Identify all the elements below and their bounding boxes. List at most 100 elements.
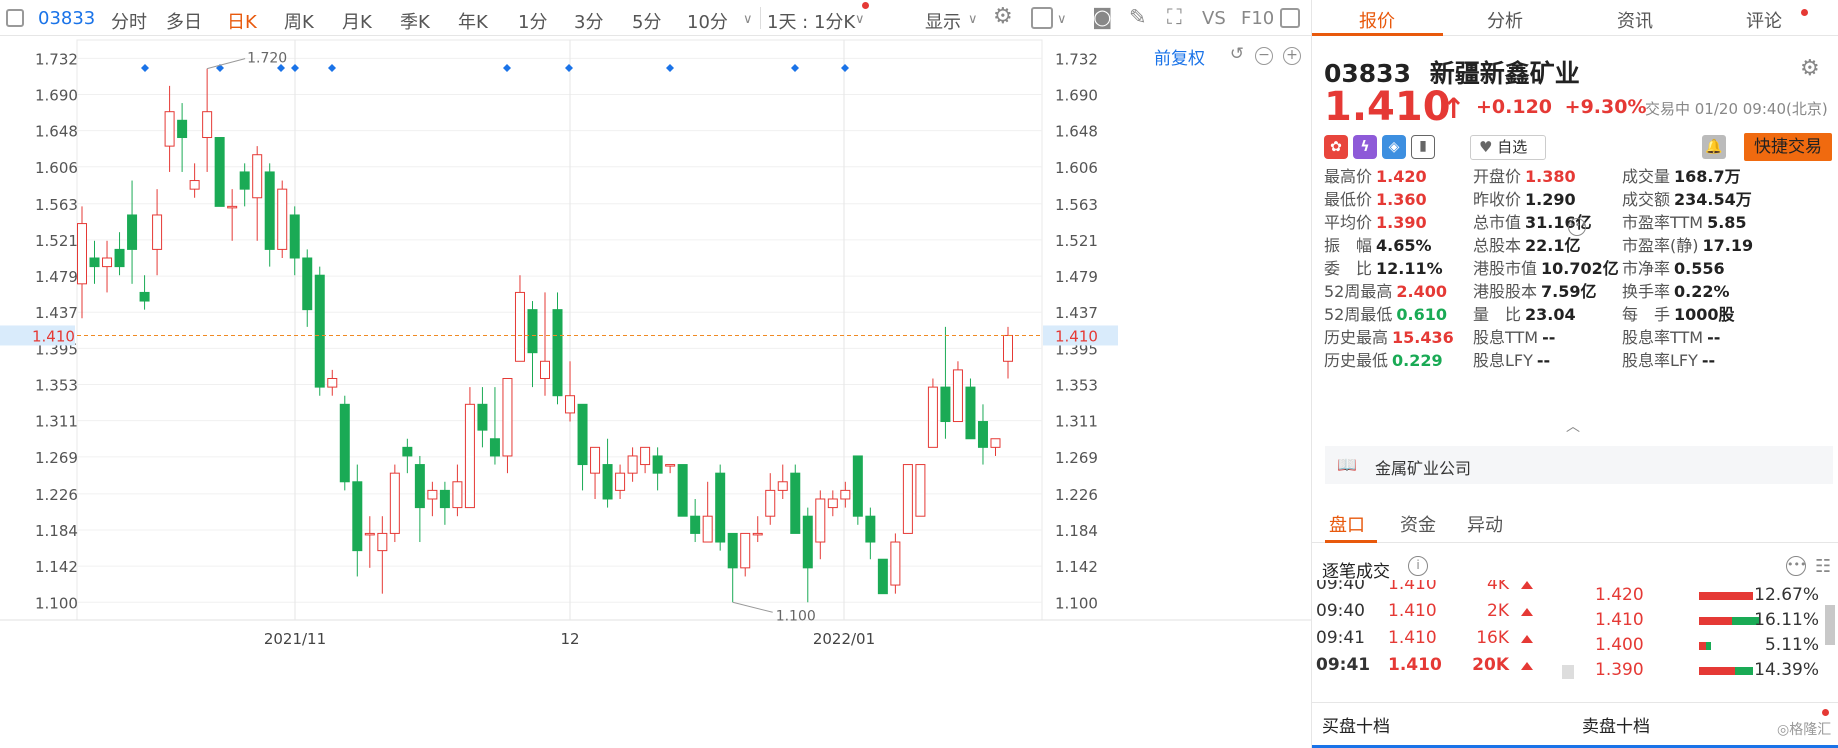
pencil-icon[interactable]: ✎ (1129, 5, 1147, 29)
interval-chevron-icon[interactable]: ∨ (855, 12, 865, 27)
quote-settings-gear-icon[interactable]: ⚙ (1800, 56, 1820, 81)
chart-grid (0, 39, 1311, 621)
tab-orderbook[interactable]: 盘口 (1329, 515, 1365, 536)
candle-body (565, 395, 576, 414)
tab-fundflow[interactable]: 资金 (1400, 515, 1436, 536)
tag-icon[interactable]: ◈ (1382, 135, 1406, 159)
info-icon[interactable]: i (1408, 556, 1428, 576)
display-chevron-icon[interactable]: ∨ (968, 12, 978, 27)
compare-vs-button[interactable]: VS (1202, 8, 1226, 29)
candle-body (252, 154, 263, 199)
fullscreen-icon[interactable]: ⛶ (1167, 5, 1182, 29)
event-marker-diamond-icon[interactable] (841, 64, 849, 72)
f10-button[interactable]: F10 (1241, 8, 1275, 29)
stat-value: -- (1701, 351, 1716, 370)
tab-news[interactable]: 资讯 (1617, 11, 1653, 32)
period-tab-5min[interactable]: 5分 (632, 12, 662, 33)
candle-body (852, 455, 863, 517)
candle (590, 446, 601, 499)
stat-label: 股息率LFY (1622, 351, 1698, 370)
period-tab-3min[interactable]: 3分 (574, 12, 604, 33)
candle-body (402, 446, 413, 457)
candle-body (952, 369, 963, 423)
period-tab-1min[interactable]: 1分 (518, 12, 548, 33)
chart-style-square-icon[interactable] (1031, 7, 1053, 29)
reset-icon[interactable]: ↺ (1229, 44, 1245, 64)
candle-body (990, 438, 1001, 448)
stock-code-tab[interactable]: 03833 (38, 8, 96, 29)
tab-comments[interactable]: 评论 (1746, 11, 1782, 32)
interval-select[interactable]: 1天 : 1分K (767, 12, 856, 33)
stat-label: 股息率TTM (1622, 328, 1704, 347)
period-tab-10min[interactable]: 10分 (687, 12, 728, 33)
distribution-scrollbar[interactable] (1825, 605, 1835, 645)
grid-view-icon[interactable]: ☷ (1815, 556, 1832, 577)
candle (552, 292, 563, 405)
tick-scrollbar[interactable] (1562, 665, 1574, 679)
sidebar-toggle-icon[interactable] (6, 9, 24, 27)
candlestick-chart[interactable]: 1.732 1.690 1.648 1.606 1.563 1.521 1.479 1.437… (0, 37, 1311, 748)
panel-toggle-icon[interactable] (1280, 8, 1300, 28)
tick-volume: 16K (1476, 628, 1509, 648)
stat-label: 总股本 (1473, 236, 1522, 255)
y-tick-label: 1.648 (1055, 123, 1098, 141)
market-cap-more-icon[interactable]: ••• (1568, 218, 1587, 236)
period-tab-daily[interactable]: 日K (227, 12, 257, 33)
period-dropdown-chevron-icon[interactable]: ∨ (743, 12, 753, 27)
period-tab-monthly[interactable]: 月K (342, 12, 372, 33)
period-tab-quarterly[interactable]: 季K (400, 12, 430, 33)
event-marker-diamond-icon[interactable] (277, 64, 285, 72)
adjust-mode-button[interactable]: 前复权 (1154, 49, 1205, 69)
stat-value: 10.702亿 (1541, 259, 1619, 278)
tab-ask-levels[interactable]: 卖盘十档 (1582, 717, 1650, 737)
industry-name: 金属矿业公司 (1375, 459, 1472, 478)
event-marker-diamond-icon[interactable] (565, 64, 573, 72)
zoom-in-icon[interactable]: + (1283, 47, 1301, 65)
tick-list[interactable]: 09:40 1.410 4K 09:40 1.410 2K 09:41 1.41… (1312, 580, 1542, 690)
camera-icon[interactable]: ◙ (1092, 5, 1113, 29)
candle (740, 532, 751, 577)
event-marker-diamond-icon[interactable] (791, 64, 799, 72)
more-options-icon[interactable]: ••• (1786, 556, 1806, 576)
candle-body (877, 558, 888, 595)
candle (239, 163, 250, 207)
quick-trade-button[interactable]: 快捷交易 (1744, 133, 1832, 161)
candle (364, 516, 375, 568)
period-tab-yearly[interactable]: 年K (458, 12, 488, 33)
period-tab-weekly[interactable]: 周K (284, 12, 314, 33)
max-annotation-leader (207, 58, 246, 70)
stat-value: 1.420 (1376, 167, 1427, 186)
tab-quote[interactable]: 报价 (1359, 11, 1395, 32)
settings-gear-icon[interactable]: ⚙ (993, 4, 1013, 29)
industry-row[interactable]: 📖 金属矿业公司 (1325, 446, 1833, 484)
period-tab-intraday[interactable]: 分时 (111, 12, 147, 33)
stat-item: 成交额 234.54万 (1622, 186, 1752, 210)
zoom-out-icon[interactable]: − (1255, 47, 1273, 65)
tab-anomaly[interactable]: 异动 (1467, 515, 1503, 536)
alert-bell-icon[interactable]: 🔔 (1702, 135, 1726, 159)
period-tab-multiday[interactable]: 多日 (166, 12, 202, 33)
event-marker-diamond-icon[interactable] (291, 64, 299, 72)
chart-style-chevron-icon[interactable]: ∨ (1057, 12, 1067, 27)
collapse-chevron-icon[interactable]: ︿ (1566, 419, 1580, 435)
event-marker-diamond-icon[interactable] (666, 64, 674, 72)
add-to-watchlist-button[interactable]: ♥ 自选 (1470, 135, 1546, 160)
bookmark-icon[interactable]: ▮ (1411, 135, 1435, 159)
active-subtab-underline (1325, 540, 1377, 543)
tab-bid-levels[interactable]: 买盘十档 (1322, 717, 1390, 737)
event-marker-diamond-icon[interactable] (328, 64, 336, 72)
event-marker-diamond-icon[interactable] (503, 64, 511, 72)
lightning-icon[interactable]: ϟ (1353, 135, 1377, 159)
y-tick-label: 1.311 (1055, 413, 1098, 431)
hk-flag-icon[interactable]: ✿ (1324, 135, 1348, 159)
current-price-label: 1.410 (32, 327, 75, 345)
candle-body (89, 257, 100, 268)
candle (152, 189, 163, 276)
event-marker-diamond-icon[interactable] (141, 64, 149, 72)
display-menu[interactable]: 显示 (925, 12, 961, 33)
chart-toolbar: 03833 分时 多日 日K 周K 月K 季K 年K 1分 3分 5分 10分 … (0, 0, 1311, 36)
y-tick-label: 1.353 (1055, 377, 1098, 395)
y-tick-label: 1.690 (35, 86, 78, 104)
stat-item: 52周最低 0.610 (1324, 301, 1447, 325)
tab-analysis[interactable]: 分析 (1487, 11, 1523, 32)
